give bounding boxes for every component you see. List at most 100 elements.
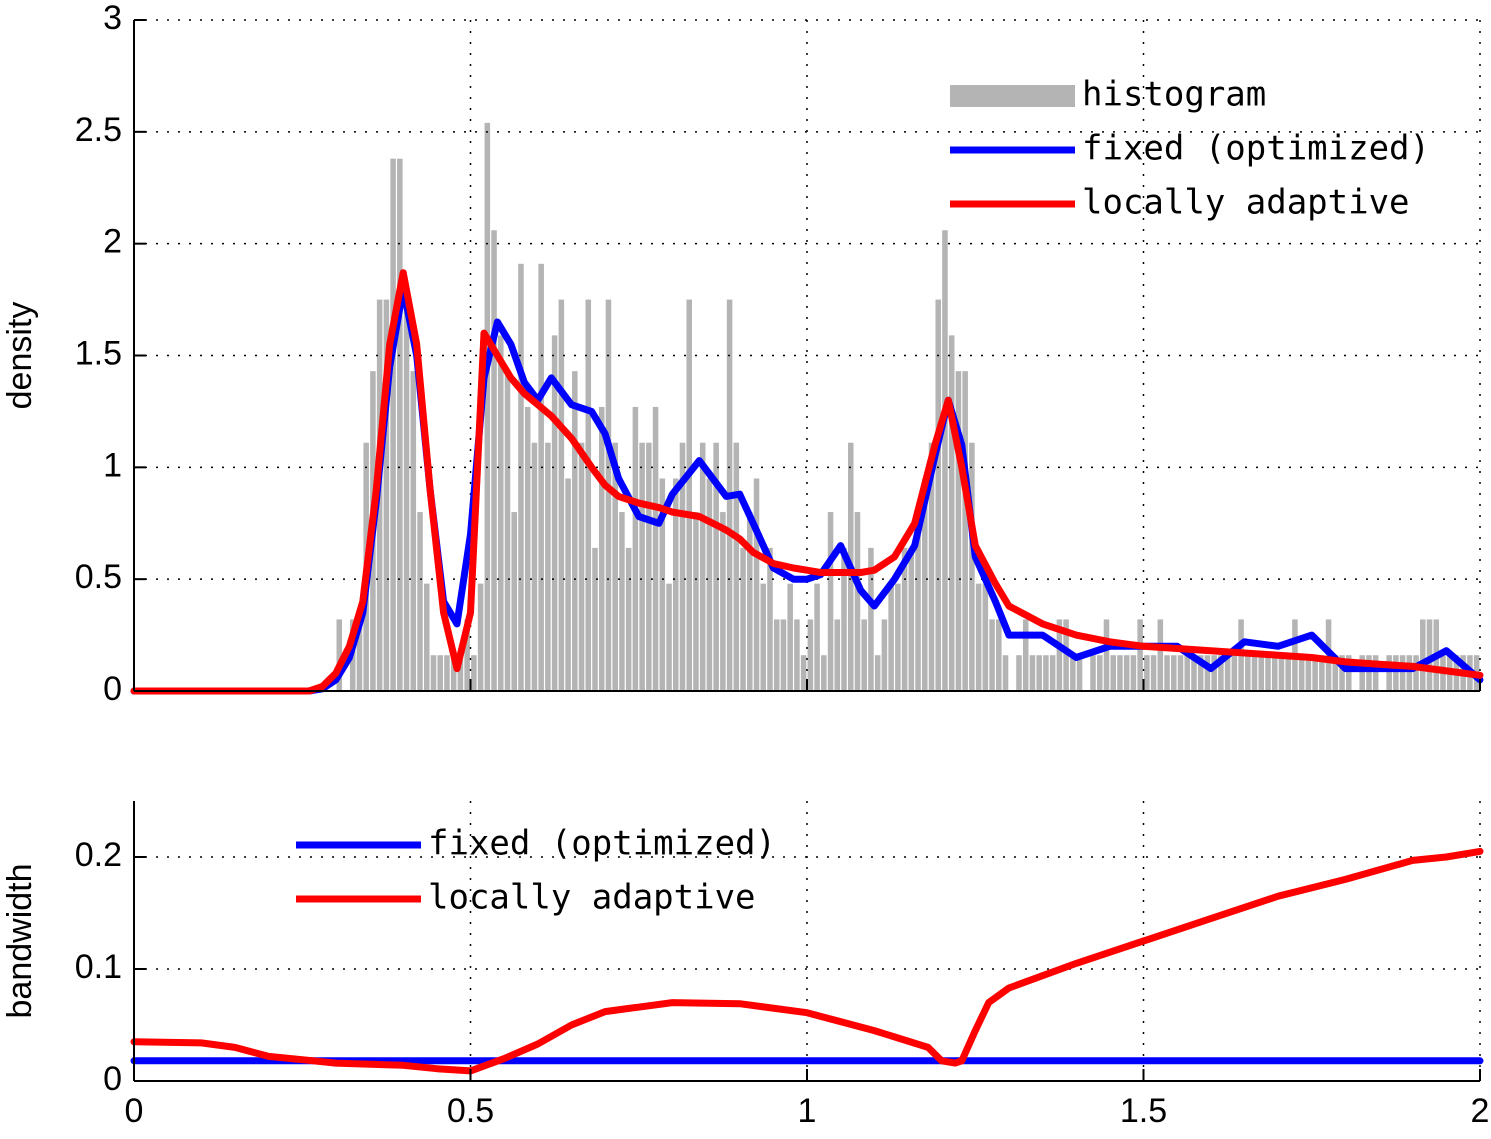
histogram-bar — [1043, 655, 1049, 691]
histogram-bar — [1103, 619, 1110, 691]
histogram-bar — [538, 263, 544, 691]
x-tick-label: 2 — [1471, 1092, 1490, 1130]
histogram-bar — [430, 655, 437, 691]
histogram-bar — [948, 335, 955, 691]
y-tick-label: 2.5 — [75, 111, 122, 149]
histogram-bar — [962, 371, 968, 691]
histogram-bar — [1117, 655, 1123, 691]
y-tick-label: 0 — [103, 1060, 122, 1098]
y-axis-label: bandwidth — [1, 863, 39, 1018]
histogram-bar — [1191, 655, 1197, 691]
histogram-bar — [1171, 655, 1177, 691]
histogram-bar — [753, 478, 760, 691]
histogram-bar — [1366, 655, 1372, 691]
histogram-bar — [336, 619, 343, 691]
histogram-bar — [1177, 655, 1184, 691]
histogram-bar — [477, 583, 484, 691]
legend-label: locally adaptive — [428, 878, 756, 918]
histogram-bar — [908, 547, 915, 691]
histogram-bar — [498, 335, 504, 691]
histogram-bar — [686, 299, 692, 691]
histogram-bar — [827, 512, 834, 691]
histogram-bar — [511, 512, 518, 691]
histogram-bar — [780, 619, 787, 691]
histogram-bar — [1265, 655, 1271, 691]
histogram-bar — [922, 478, 928, 691]
histogram-bar — [558, 299, 565, 691]
histogram-bar — [1218, 655, 1224, 691]
histogram-bar — [861, 619, 867, 691]
histogram-bar — [632, 406, 639, 691]
histogram-bar — [699, 442, 706, 691]
histogram-bar — [1204, 655, 1211, 691]
histogram-bar — [1420, 619, 1426, 691]
histogram-bar — [1399, 655, 1406, 691]
histogram-bar — [1197, 655, 1204, 691]
axes: 0 0.1 0.2 0 0.5 1 1.5 2 bandwidth fixed (optimize… — [1, 801, 1489, 1130]
line — [130, 284, 1484, 695]
histogram-bar — [989, 619, 995, 691]
histogram-bar — [437, 655, 443, 691]
x-tick-label: 0 — [125, 1092, 144, 1130]
histogram-bar — [1070, 655, 1076, 691]
histogram-bar — [1278, 655, 1285, 691]
histogram-bar — [969, 442, 975, 691]
histogram-bar — [1332, 655, 1339, 691]
histogram-bar — [444, 655, 450, 691]
histogram-bar — [605, 299, 612, 691]
legend-label: histogram — [1082, 75, 1266, 115]
histogram-bar — [868, 547, 874, 691]
histogram-bar — [639, 442, 645, 691]
y-axis-label: density — [1, 302, 39, 410]
histogram-bar — [915, 512, 921, 691]
histogram-bar — [821, 655, 827, 691]
histogram-bar — [1150, 655, 1157, 691]
histogram-bar — [471, 655, 477, 691]
histogram-bar — [1029, 655, 1036, 691]
histogram-bar — [706, 478, 713, 691]
histogram-bar — [1056, 619, 1063, 691]
histogram-bar — [619, 512, 625, 691]
histogram-bar — [1036, 655, 1042, 691]
y-tick-label: 1 — [103, 446, 122, 484]
y-tick-label: 0 — [103, 670, 122, 708]
histogram-bar — [807, 619, 814, 691]
legend-label: fixed (optimized) — [1082, 129, 1430, 169]
histogram-bar — [551, 335, 558, 691]
histogram-bar — [800, 655, 807, 691]
histogram-bar — [598, 406, 605, 691]
line — [130, 269, 1484, 695]
histogram-bar — [767, 547, 773, 691]
histogram-bar — [1164, 655, 1170, 691]
y-tick-label: 1.5 — [75, 334, 122, 372]
histogram-bar — [450, 655, 457, 691]
histogram-bar — [760, 583, 767, 691]
histogram-bar — [1285, 655, 1291, 691]
histogram-bar — [1063, 619, 1069, 691]
histogram-bar — [403, 299, 410, 691]
histogram-bar — [491, 230, 497, 691]
y-tick-label: 3 — [103, 0, 122, 37]
histogram-bar — [1298, 655, 1305, 691]
histogram-bar — [888, 583, 894, 691]
histogram-bar — [518, 263, 524, 691]
histogram-bar — [1130, 655, 1137, 691]
histogram-bar — [713, 442, 719, 691]
histogram-bar — [814, 583, 820, 691]
histogram-bar — [423, 583, 430, 691]
histogram-bar — [1123, 655, 1130, 691]
histogram-bar — [1413, 655, 1419, 691]
histogram-bar — [545, 442, 551, 691]
histogram-bar — [504, 371, 511, 691]
histogram-bar — [1096, 655, 1103, 691]
histogram-bar — [524, 406, 531, 691]
legend-label: fixed (optimized) — [428, 824, 776, 864]
histogram-bar — [531, 442, 538, 691]
histogram-bar — [673, 478, 679, 691]
histogram-bar — [1406, 655, 1413, 691]
x-tick-label: 1.5 — [1120, 1092, 1167, 1130]
histogram-bar — [1022, 619, 1029, 691]
histogram-bar — [578, 442, 585, 691]
histogram-bar — [733, 442, 740, 691]
histogram-bar — [1245, 655, 1251, 691]
